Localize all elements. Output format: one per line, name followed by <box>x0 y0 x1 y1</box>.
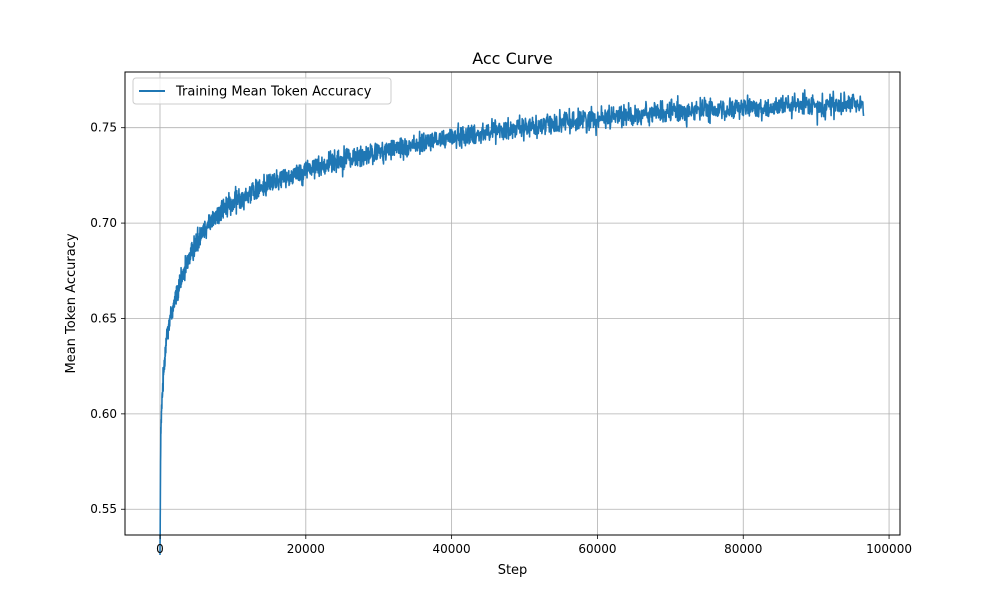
y-tick-label: 0.65 <box>90 311 117 325</box>
x-tick-label: 20000 <box>287 542 325 556</box>
x-axis-label: Step <box>498 563 528 578</box>
legend-box <box>132 77 392 105</box>
legend: Training Mean Token Accuracy <box>132 77 392 105</box>
x-ticks: 0 20000 40000 60000 80000 100000 <box>156 535 912 556</box>
plot-frame <box>124 71 901 536</box>
y-tick-label: 0.55 <box>90 502 117 516</box>
x-tick-label: 60000 <box>578 542 616 556</box>
series-line-training-accuracy <box>159 89 865 556</box>
x-grid <box>159 72 890 535</box>
y-tick-label: 0.75 <box>90 121 117 135</box>
chart-title: Acc Curve <box>472 49 553 68</box>
legend-label: Training Mean Token Accuracy <box>175 85 372 100</box>
y-tick-label: 0.70 <box>90 216 117 230</box>
series-group <box>159 89 865 556</box>
x-tick-label: 100000 <box>866 542 912 556</box>
x-tick-label: 80000 <box>724 542 762 556</box>
y-ticks: 0.55 0.60 0.65 0.70 0.75 <box>90 121 125 516</box>
y-axis-label: Mean Token Accuracy <box>64 233 79 373</box>
x-tick-label: 0 <box>156 542 164 556</box>
x-tick-label: 40000 <box>433 542 471 556</box>
y-tick-label: 0.60 <box>90 407 117 421</box>
